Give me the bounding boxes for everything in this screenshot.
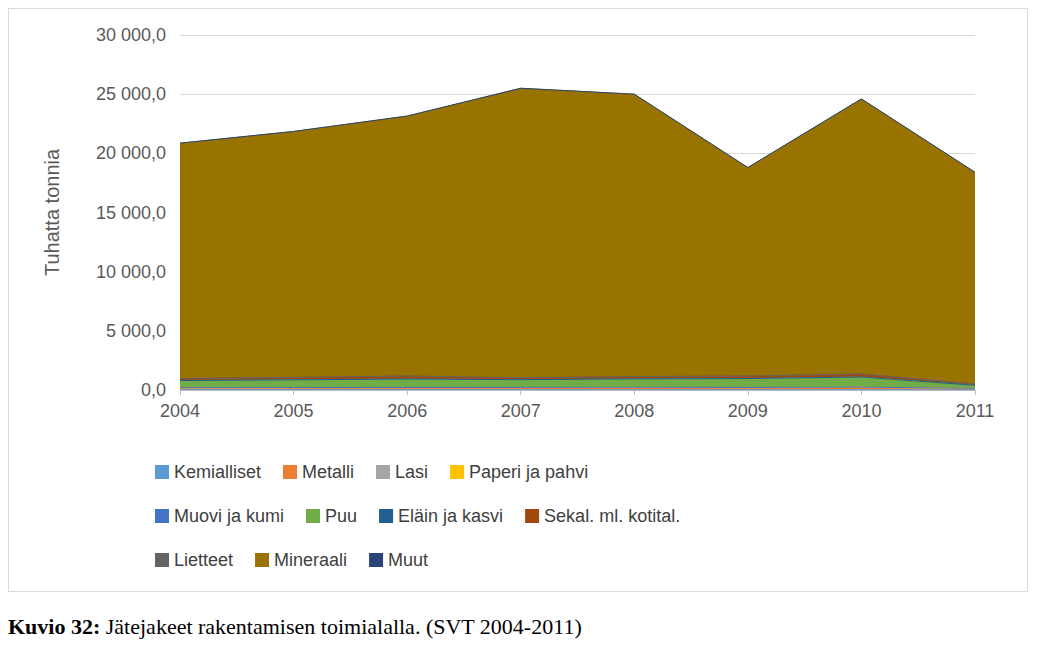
- svg-text:Muut: Muut: [388, 550, 428, 570]
- svg-text:30 000,0: 30 000,0: [96, 25, 166, 45]
- svg-text:Tuhatta tonnia: Tuhatta tonnia: [41, 148, 63, 276]
- svg-text:2009: 2009: [728, 401, 768, 421]
- svg-text:Muovi ja kumi: Muovi ja kumi: [174, 506, 284, 526]
- svg-text:Paperi ja pahvi: Paperi ja pahvi: [469, 462, 588, 482]
- svg-text:Eläin ja kasvi: Eläin ja kasvi: [398, 506, 503, 526]
- svg-text:Lietteet: Lietteet: [174, 550, 233, 570]
- svg-text:10 000,0: 10 000,0: [96, 262, 166, 282]
- svg-text:5 000,0: 5 000,0: [106, 321, 166, 341]
- svg-text:2007: 2007: [501, 401, 541, 421]
- html-text:Kuvio 32: Jätejakeet rakentami: Kuvio 32: Jätejakeet rakentamisen toimia…: [8, 614, 582, 639]
- svg-text:Puu: Puu: [325, 506, 357, 526]
- svg-text:25 000,0: 25 000,0: [96, 84, 166, 104]
- svg-text:Lasi: Lasi: [395, 462, 428, 482]
- svg-text:2006: 2006: [387, 401, 427, 421]
- svg-text:Metalli: Metalli: [302, 462, 354, 482]
- svg-text:Mineraali: Mineraali: [274, 550, 347, 570]
- svg-text:20 000,0: 20 000,0: [96, 143, 166, 163]
- svg-text:Sekal. ml. kotital.: Sekal. ml. kotital.: [544, 506, 680, 526]
- svg-text:15 000,0: 15 000,0: [96, 203, 166, 223]
- svg-text:2004: 2004: [160, 401, 200, 421]
- svg-text:2005: 2005: [274, 401, 314, 421]
- svg-text:0,0: 0,0: [141, 380, 166, 400]
- svg-text:Kemialliset: Kemialliset: [174, 462, 261, 482]
- svg-text:2011: 2011: [956, 401, 995, 421]
- svg-text:2010: 2010: [841, 401, 881, 421]
- svg-text:2008: 2008: [614, 401, 654, 421]
